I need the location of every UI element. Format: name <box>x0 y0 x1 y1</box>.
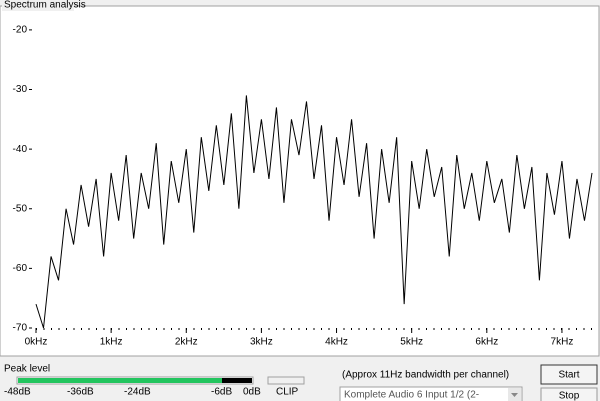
peak-level-title: Peak level <box>4 364 50 375</box>
x-tick-label: 2kHz <box>175 337 198 348</box>
meter-label: -6dB <box>211 387 232 398</box>
meter-label: -48dB <box>4 387 31 398</box>
start-button-label: Start <box>558 370 579 381</box>
peak-meter-level <box>18 378 222 383</box>
x-tick-label: 6kHz <box>475 337 498 348</box>
panel-title-bg <box>2 0 74 11</box>
y-tick-label: -70 <box>13 323 28 334</box>
select-arrow-icon <box>511 393 518 397</box>
meter-label: -36dB <box>67 387 94 398</box>
x-tick-label: 0kHz <box>25 337 48 348</box>
y-tick-label: -20 <box>13 25 28 36</box>
clip-label: CLIP <box>276 387 299 398</box>
stop-button-label: Stop <box>559 391 580 401</box>
meter-label: -24dB <box>124 387 151 398</box>
start-button[interactable] <box>540 364 598 385</box>
peak-meter-headroom <box>222 378 252 383</box>
y-tick-label: -30 <box>13 84 28 95</box>
input-device-value: Komplete Audio 6 Input 1/2 (2- <box>344 390 479 401</box>
x-tick-label: 7kHz <box>551 337 574 348</box>
y-tick-label: -60 <box>13 263 28 274</box>
input-device-select[interactable] <box>339 386 523 401</box>
clip-indicator <box>267 376 305 385</box>
panel-title: Spectrum analysis <box>4 0 86 11</box>
spectrum-line <box>35 95 593 329</box>
y-tick-label: -50 <box>13 203 28 214</box>
spectrum-panel <box>0 5 600 357</box>
meter-label: 0dB <box>243 387 261 398</box>
x-tick-label: 3kHz <box>250 337 273 348</box>
x-tick-label: 4kHz <box>325 337 348 348</box>
spectrum-chart: -20 -30 -40 -50 -60 -70 0kHz 1kHz 2kHz 3kHz 4kHz 5k… <box>13 25 593 348</box>
x-tick-label: 5kHz <box>400 337 423 348</box>
stop-button[interactable] <box>540 387 598 401</box>
bandwidth-note: (Approx 11Hz bandwidth per channel) <box>342 370 509 381</box>
y-tick-label: -40 <box>13 144 28 155</box>
x-tick-label: 1kHz <box>100 337 123 348</box>
